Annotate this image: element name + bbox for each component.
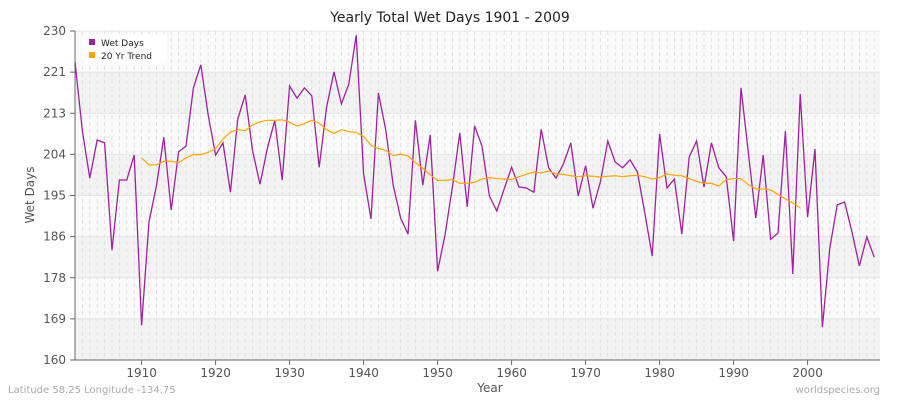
y-tick-label: 230 xyxy=(43,24,66,38)
footer-coordinates: Latitude 58.25 Longitude -134.75 xyxy=(8,385,176,396)
grid-band xyxy=(75,72,880,113)
grid-band xyxy=(75,319,880,360)
legend-swatch-trend xyxy=(89,52,95,58)
x-tick-label: 1950 xyxy=(422,366,453,380)
y-tick-label: 186 xyxy=(43,230,66,244)
legend: Wet Days 20 Yr Trend xyxy=(82,34,166,64)
x-tick-label: 1910 xyxy=(126,366,157,380)
y-tick-label: 169 xyxy=(43,312,66,326)
x-tick-label: 1920 xyxy=(200,366,231,380)
x-axis-label: Year xyxy=(476,381,502,395)
x-tick-label: 2000 xyxy=(792,366,823,380)
legend-wet-days: Wet Days xyxy=(101,39,144,49)
x-tick-label: 1990 xyxy=(718,366,749,380)
x-tick-label: 1960 xyxy=(496,366,527,380)
x-tick-label: 1940 xyxy=(348,366,379,380)
y-tick-label: 204 xyxy=(43,147,66,161)
chart-title: Yearly Total Wet Days 1901 - 2009 xyxy=(329,10,570,26)
y-tick-label: 221 xyxy=(43,65,66,79)
y-tick-label: 213 xyxy=(43,106,66,120)
footer-source: worldspecies.org xyxy=(796,385,880,396)
x-tick-label: 1930 xyxy=(274,366,305,380)
y-tick-label: 178 xyxy=(43,271,66,285)
legend-trend: 20 Yr Trend xyxy=(101,52,152,62)
y-axis-label: Wet Days xyxy=(23,166,37,223)
y-tick-label: 160 xyxy=(43,353,66,367)
x-tick-label: 1980 xyxy=(644,366,675,380)
x-tick-label: 1970 xyxy=(570,366,601,380)
legend-swatch-wet-days xyxy=(89,39,95,45)
grid-band xyxy=(75,237,880,278)
y-tick-label: 195 xyxy=(43,189,66,203)
